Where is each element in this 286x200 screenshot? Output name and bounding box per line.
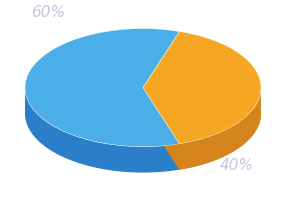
Polygon shape bbox=[25, 86, 180, 173]
Polygon shape bbox=[180, 85, 261, 170]
Polygon shape bbox=[25, 29, 180, 147]
Text: 60%: 60% bbox=[31, 5, 65, 20]
Text: 40%: 40% bbox=[220, 158, 254, 173]
Polygon shape bbox=[143, 88, 180, 170]
Polygon shape bbox=[143, 88, 180, 170]
Polygon shape bbox=[143, 31, 261, 144]
Polygon shape bbox=[143, 112, 261, 170]
